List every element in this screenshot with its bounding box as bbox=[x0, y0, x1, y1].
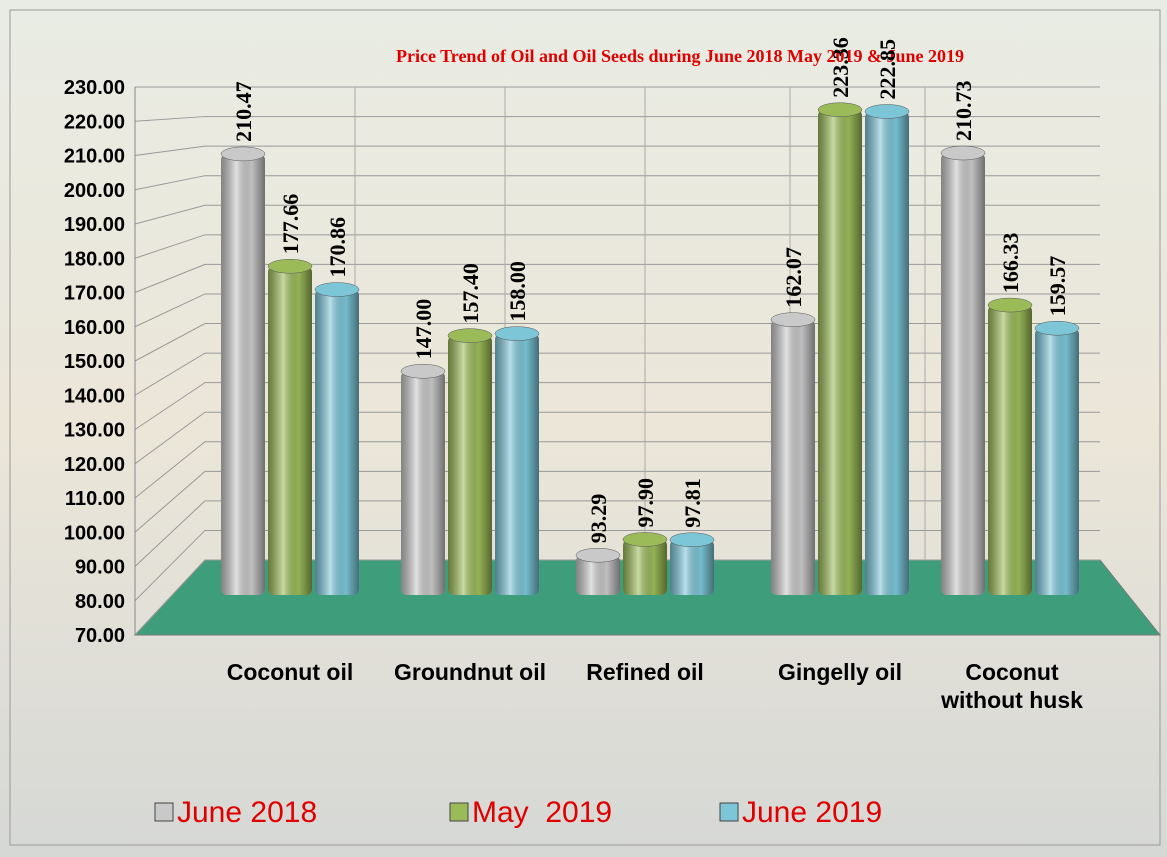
bar-shade bbox=[268, 266, 312, 595]
x-tick-label: Coconut oil bbox=[226, 659, 354, 685]
legend-swatch bbox=[449, 802, 469, 822]
grid-line bbox=[134, 175, 1100, 191]
grid-line bbox=[134, 116, 1100, 122]
grid-line bbox=[134, 234, 1100, 259]
grid-line bbox=[134, 263, 1100, 293]
y-tick-label: 70.00 bbox=[75, 625, 125, 647]
value-label: 147.00 bbox=[411, 299, 436, 360]
value-label: 210.73 bbox=[951, 80, 976, 141]
grid-line bbox=[134, 145, 1100, 156]
value-label: 162.07 bbox=[781, 247, 806, 308]
value-label: 222.85 bbox=[875, 39, 900, 100]
legend-swatch bbox=[154, 802, 174, 822]
y-tick-label: 220.00 bbox=[64, 111, 125, 133]
bar-shade bbox=[448, 335, 492, 595]
bar-cap bbox=[770, 312, 816, 327]
x-tick-label: Refined oil bbox=[586, 659, 704, 685]
x-tick-label: Coconut without husk bbox=[941, 659, 1083, 713]
value-label: 177.66 bbox=[278, 194, 303, 255]
value-label: 223.36 bbox=[828, 37, 853, 98]
bar-shade bbox=[315, 289, 359, 595]
bar-shade bbox=[865, 111, 909, 596]
y-tick-label: 130.00 bbox=[64, 420, 125, 442]
bar-shade bbox=[221, 153, 265, 595]
y-tick-label: 120.00 bbox=[64, 454, 125, 476]
bar-shade bbox=[941, 152, 985, 595]
bar-shade bbox=[623, 539, 667, 595]
y-tick-label: 110.00 bbox=[65, 488, 125, 510]
bar-cap bbox=[817, 102, 863, 117]
bar-cap bbox=[220, 146, 266, 162]
y-tick-label: 180.00 bbox=[64, 248, 125, 270]
y-tick-label: 210.00 bbox=[64, 146, 125, 168]
chart-title: Price Trend of Oil and Oil Seeds during … bbox=[396, 46, 964, 66]
value-label: 166.33 bbox=[998, 233, 1023, 294]
value-label: 97.81 bbox=[680, 478, 705, 528]
y-tick-label: 100.00 bbox=[64, 522, 125, 544]
y-tick-label: 80.00 bbox=[75, 591, 125, 613]
bar-shade bbox=[670, 539, 714, 595]
y-tick-label: 160.00 bbox=[64, 317, 125, 339]
value-label: 158.00 bbox=[505, 261, 530, 322]
bar-shade bbox=[401, 371, 445, 595]
bar-shade bbox=[818, 109, 862, 595]
bar-cap bbox=[494, 326, 540, 341]
bar-cap bbox=[987, 297, 1033, 313]
x-tick-label: Gingelly oil bbox=[778, 659, 902, 685]
legend-label: June 2019 bbox=[742, 796, 882, 829]
y-tick-label: 190.00 bbox=[64, 214, 125, 236]
legend-swatch bbox=[719, 802, 739, 822]
bar-shade bbox=[1035, 328, 1079, 595]
bar-cap bbox=[447, 328, 493, 343]
value-label: 159.57 bbox=[1045, 256, 1070, 317]
bar-shade bbox=[576, 555, 620, 595]
bar-shade bbox=[988, 305, 1032, 595]
grid-line bbox=[134, 293, 1100, 328]
bar-cap bbox=[864, 104, 910, 119]
y-tick-label: 90.00 bbox=[75, 557, 125, 579]
bar-cap bbox=[400, 364, 446, 379]
y-tick-label: 140.00 bbox=[64, 385, 125, 407]
value-label: 170.86 bbox=[325, 217, 350, 278]
y-tick-label: 200.00 bbox=[64, 180, 125, 202]
bar-shade bbox=[771, 319, 815, 595]
y-tick-label: 150.00 bbox=[64, 351, 125, 373]
bar-cap bbox=[267, 259, 313, 274]
bar-cap bbox=[622, 532, 668, 547]
bar-cap bbox=[940, 145, 986, 161]
border bbox=[9, 9, 1161, 846]
bar-cap bbox=[669, 532, 715, 548]
bar-shade bbox=[495, 333, 539, 595]
bar-cap bbox=[314, 282, 360, 297]
legend-label: May 2019 bbox=[472, 796, 612, 829]
grid-line bbox=[134, 204, 1100, 225]
bar-cap bbox=[1034, 320, 1080, 336]
bar-cap bbox=[575, 547, 621, 563]
value-label: 97.90 bbox=[633, 478, 658, 528]
value-label: 93.29 bbox=[586, 494, 611, 544]
value-label: 157.40 bbox=[458, 263, 483, 324]
y-tick-label: 170.00 bbox=[64, 283, 125, 305]
value-label: 210.47 bbox=[231, 81, 256, 142]
legend-label: June 2018 bbox=[177, 796, 317, 829]
x-tick-label: Groundnut oil bbox=[393, 659, 546, 685]
y-tick-label: 230.00 bbox=[64, 77, 125, 99]
